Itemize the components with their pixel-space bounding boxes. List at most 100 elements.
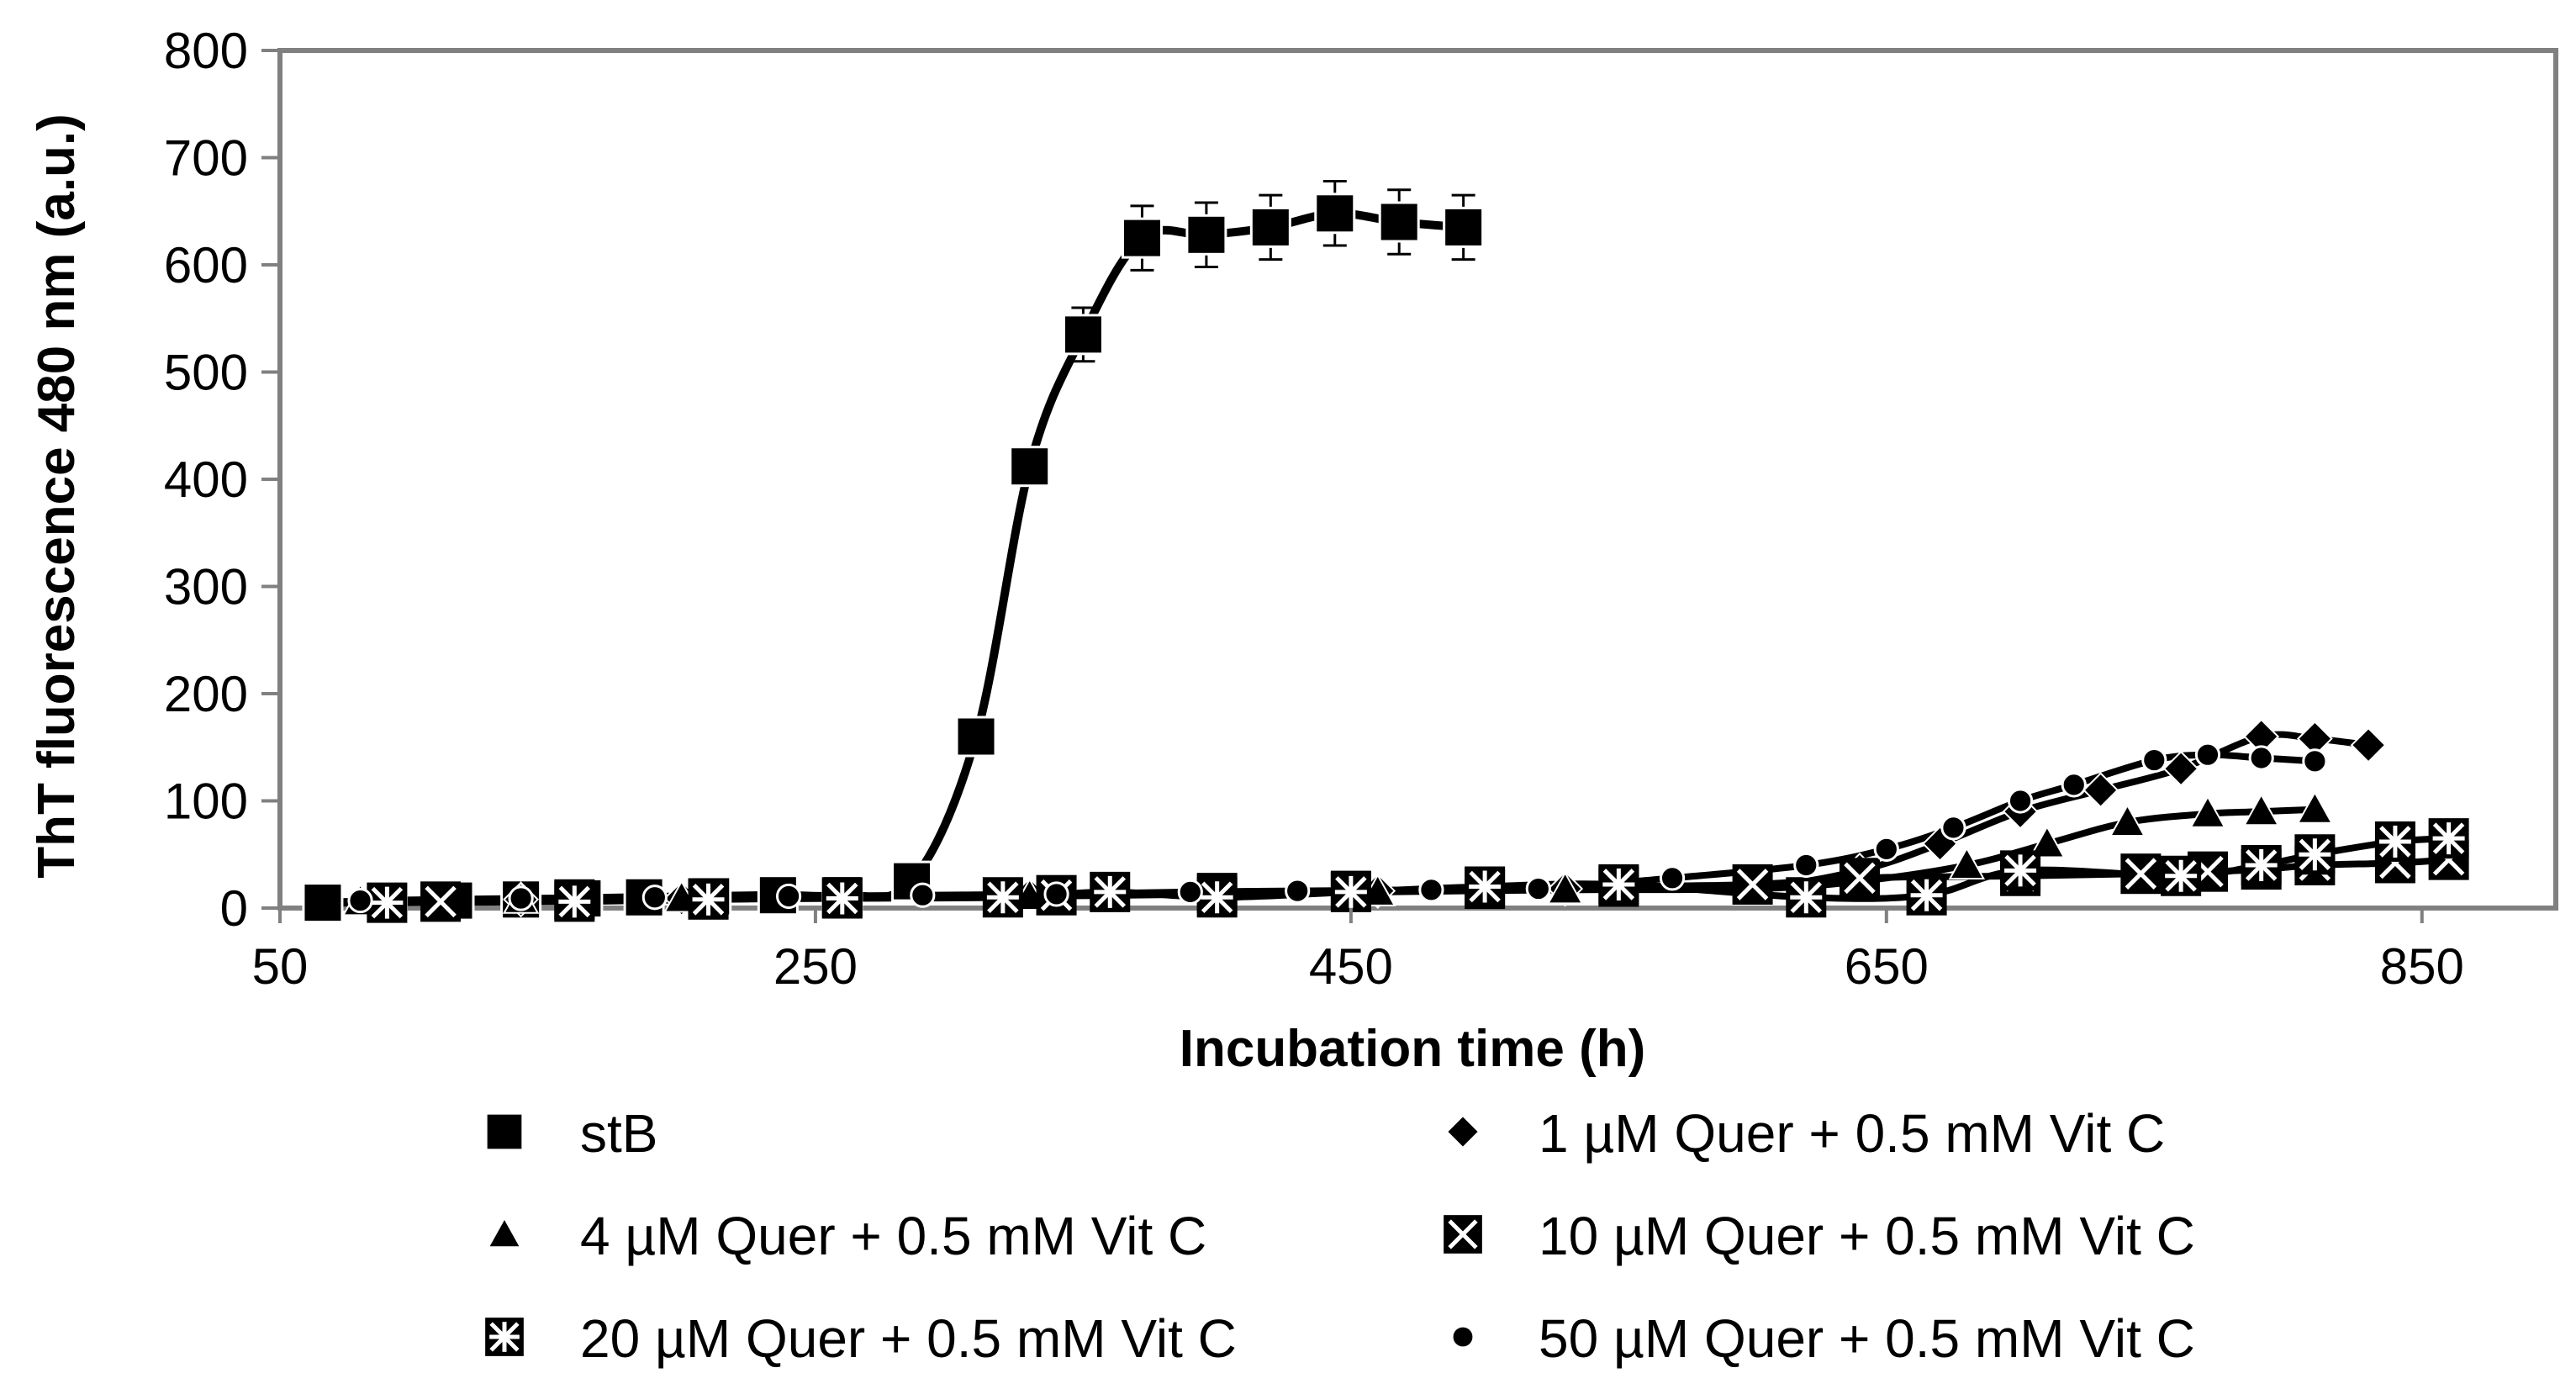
legend-item: 20 µM Quer + 0.5 mM Vit C xyxy=(485,1308,1237,1369)
x-tick-labels: 50 250 450 650 850 xyxy=(252,908,2464,995)
marker-shape xyxy=(910,882,936,908)
data-point xyxy=(1330,871,1371,912)
data-point xyxy=(347,887,373,914)
marker-shape xyxy=(1043,881,1069,907)
marker-shape xyxy=(1185,214,1227,256)
marker-cross xyxy=(1844,862,1876,895)
data-point xyxy=(775,883,802,910)
marker-cross xyxy=(1736,869,1769,900)
marker-shape xyxy=(2302,748,2328,774)
legend-item: stB xyxy=(484,1103,657,1164)
marker-shape xyxy=(487,1216,522,1249)
data-point xyxy=(2161,855,2202,896)
legend-marker xyxy=(1450,1324,1475,1349)
marker-shape xyxy=(1948,846,1986,879)
x-tick-label: 50 xyxy=(252,938,309,995)
legend-label: 4 µM Quer + 0.5 mM Vit C xyxy=(580,1206,1206,1266)
series-5-markers xyxy=(347,742,2328,914)
series-0-markers xyxy=(302,193,1485,924)
x-tick-label: 450 xyxy=(1309,938,1393,995)
legend: stB 1 µM Quer + 0.5 mM Vit C 4 µM Quer + 0… xyxy=(484,1103,2195,1369)
data-point xyxy=(1285,878,1311,904)
y-tick-label: 400 xyxy=(164,452,248,508)
data-point xyxy=(641,885,668,911)
legend-marker xyxy=(484,1112,525,1152)
marker-shape xyxy=(2061,772,2087,798)
x-tick-label: 650 xyxy=(1845,938,1929,995)
marker-shape xyxy=(1378,201,1420,243)
data-point xyxy=(955,716,997,758)
marker-shape xyxy=(2029,825,2066,858)
data-point xyxy=(2082,772,2119,809)
y-tick-label: 100 xyxy=(164,774,248,830)
data-point xyxy=(2428,818,2469,859)
y-tick-labels: 0 100 200 300 400 500 600 700 800 xyxy=(164,23,280,937)
data-point xyxy=(1062,314,1104,356)
marker-shape xyxy=(2082,772,2119,809)
y-tick-label: 700 xyxy=(164,130,248,187)
marker-shape xyxy=(1314,193,1356,235)
marker-shape xyxy=(2141,747,2167,774)
data-point xyxy=(1121,217,1163,259)
plot-frame xyxy=(277,48,2558,911)
data-point xyxy=(1177,879,1203,905)
data-point xyxy=(2374,821,2415,862)
data-point xyxy=(2302,748,2328,774)
data-point xyxy=(1378,201,1420,243)
legend-label: 1 µM Quer + 0.5 mM Vit C xyxy=(1539,1103,2165,1164)
marker-shape xyxy=(1525,875,1551,902)
marker-shape xyxy=(1062,314,1104,356)
marker-shape xyxy=(1873,836,1899,862)
data-point xyxy=(1043,881,1069,907)
marker-cross xyxy=(2125,858,2157,890)
data-markers xyxy=(302,193,2469,924)
data-point xyxy=(1732,864,1773,905)
marker-shape xyxy=(484,1112,525,1152)
data-point xyxy=(1839,858,1880,899)
y-tick-label: 500 xyxy=(164,345,248,401)
data-point xyxy=(1786,877,1827,918)
legend-marker xyxy=(1445,1114,1481,1149)
marker-shape xyxy=(2007,788,2034,814)
marker-shape xyxy=(1177,879,1203,905)
marker-shape xyxy=(508,885,534,911)
legend-label: 50 µM Quer + 0.5 mM Vit C xyxy=(1539,1308,2195,1369)
data-point xyxy=(2189,795,2226,828)
data-point xyxy=(1546,871,1584,905)
marker-shape xyxy=(1443,206,1485,248)
marker-shape xyxy=(1940,815,1966,841)
data-point xyxy=(1185,214,1227,256)
legend-item: 1 µM Quer + 0.5 mM Vit C xyxy=(1445,1103,2165,1164)
marker-shape xyxy=(955,716,997,758)
marker-shape xyxy=(347,887,373,914)
data-point xyxy=(1948,846,1986,879)
plot-area xyxy=(277,48,2558,911)
y-tick-label: 0 xyxy=(220,880,248,937)
marker-shape xyxy=(1445,1114,1481,1149)
data-point xyxy=(302,882,344,924)
data-point xyxy=(2350,726,2387,763)
data-point xyxy=(2162,750,2199,787)
legend-item: 10 µM Quer + 0.5 mM Vit C xyxy=(1444,1206,2195,1266)
data-point xyxy=(1009,446,1051,488)
legend-marker xyxy=(1444,1215,1482,1254)
data-point xyxy=(420,881,462,922)
fit-curves xyxy=(322,209,2449,907)
data-point xyxy=(1940,815,1966,841)
data-point xyxy=(1659,865,1686,891)
y-tick-label: 600 xyxy=(164,237,248,293)
marker-shape xyxy=(2109,803,2146,837)
marker-shape xyxy=(1285,878,1311,904)
data-point xyxy=(1906,874,1947,916)
data-point xyxy=(2296,790,2334,824)
data-point xyxy=(910,882,936,908)
data-point xyxy=(2061,772,2087,798)
marker-shape xyxy=(641,885,668,911)
legend-marker xyxy=(485,1318,524,1356)
y-tick-label: 800 xyxy=(164,23,248,79)
marker-shape xyxy=(2194,742,2221,768)
x-axis-title: Incubation time (h) xyxy=(1180,1020,1646,1078)
data-point xyxy=(1443,206,1485,248)
data-point xyxy=(2241,845,2282,885)
data-point xyxy=(508,885,534,911)
